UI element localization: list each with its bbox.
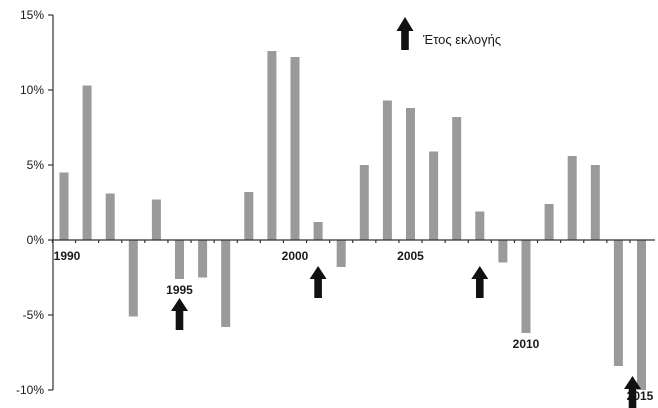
y-tick-label: 5%	[27, 158, 45, 172]
legend-label: Έτος εκλογής	[422, 32, 501, 47]
up-arrow-icon	[471, 266, 489, 298]
bar-2001	[313, 222, 323, 240]
bar-1999	[267, 51, 277, 240]
year-label-2010: 2010	[513, 337, 540, 351]
bar-2013	[590, 165, 600, 240]
bar-1993	[128, 240, 138, 317]
bar-2011	[544, 204, 554, 240]
year-label-1990: 1990	[54, 249, 81, 263]
up-arrow-icon	[309, 266, 327, 298]
year-label-1995: 1995	[166, 283, 193, 297]
bar-2009	[498, 240, 508, 263]
y-tick-label: 10%	[20, 83, 44, 97]
y-tick-label: 0%	[27, 233, 45, 247]
bar-2002	[336, 240, 346, 267]
bar-1991	[82, 85, 92, 240]
bar-2004	[382, 100, 392, 240]
legend: Έτος εκλογής	[396, 17, 501, 50]
up-arrow-icon	[396, 17, 414, 50]
bar-2015	[637, 240, 646, 390]
bars-group	[59, 51, 646, 390]
bar-2014	[613, 240, 623, 366]
bar-2010	[521, 240, 531, 333]
year-label-2000: 2000	[282, 249, 309, 263]
bar-2012	[567, 156, 577, 240]
election-markers	[171, 266, 641, 408]
bar-2003	[359, 165, 369, 240]
bar-1995	[175, 240, 184, 279]
y-tick-label: 15%	[20, 8, 44, 22]
bar-1998	[244, 192, 254, 240]
up-arrow-icon	[171, 298, 188, 330]
year-label-2005: 2005	[397, 249, 424, 263]
y-axis: 15% 10% 5% 0% -5% -10%	[16, 8, 54, 397]
bar-2000	[290, 57, 300, 240]
bar-2005	[406, 108, 415, 240]
bar-2007	[452, 117, 462, 240]
bar-1996	[198, 240, 208, 278]
up-arrow-icon	[624, 376, 641, 408]
y-tick-label: -10%	[16, 383, 44, 397]
bar-1992	[105, 193, 115, 240]
bar-1990	[59, 172, 69, 240]
bar-1997	[221, 240, 231, 327]
bar-1994	[151, 199, 161, 240]
y-tick-label: -5%	[23, 308, 45, 322]
bar-2008	[475, 211, 485, 240]
bar-2006	[429, 151, 439, 240]
